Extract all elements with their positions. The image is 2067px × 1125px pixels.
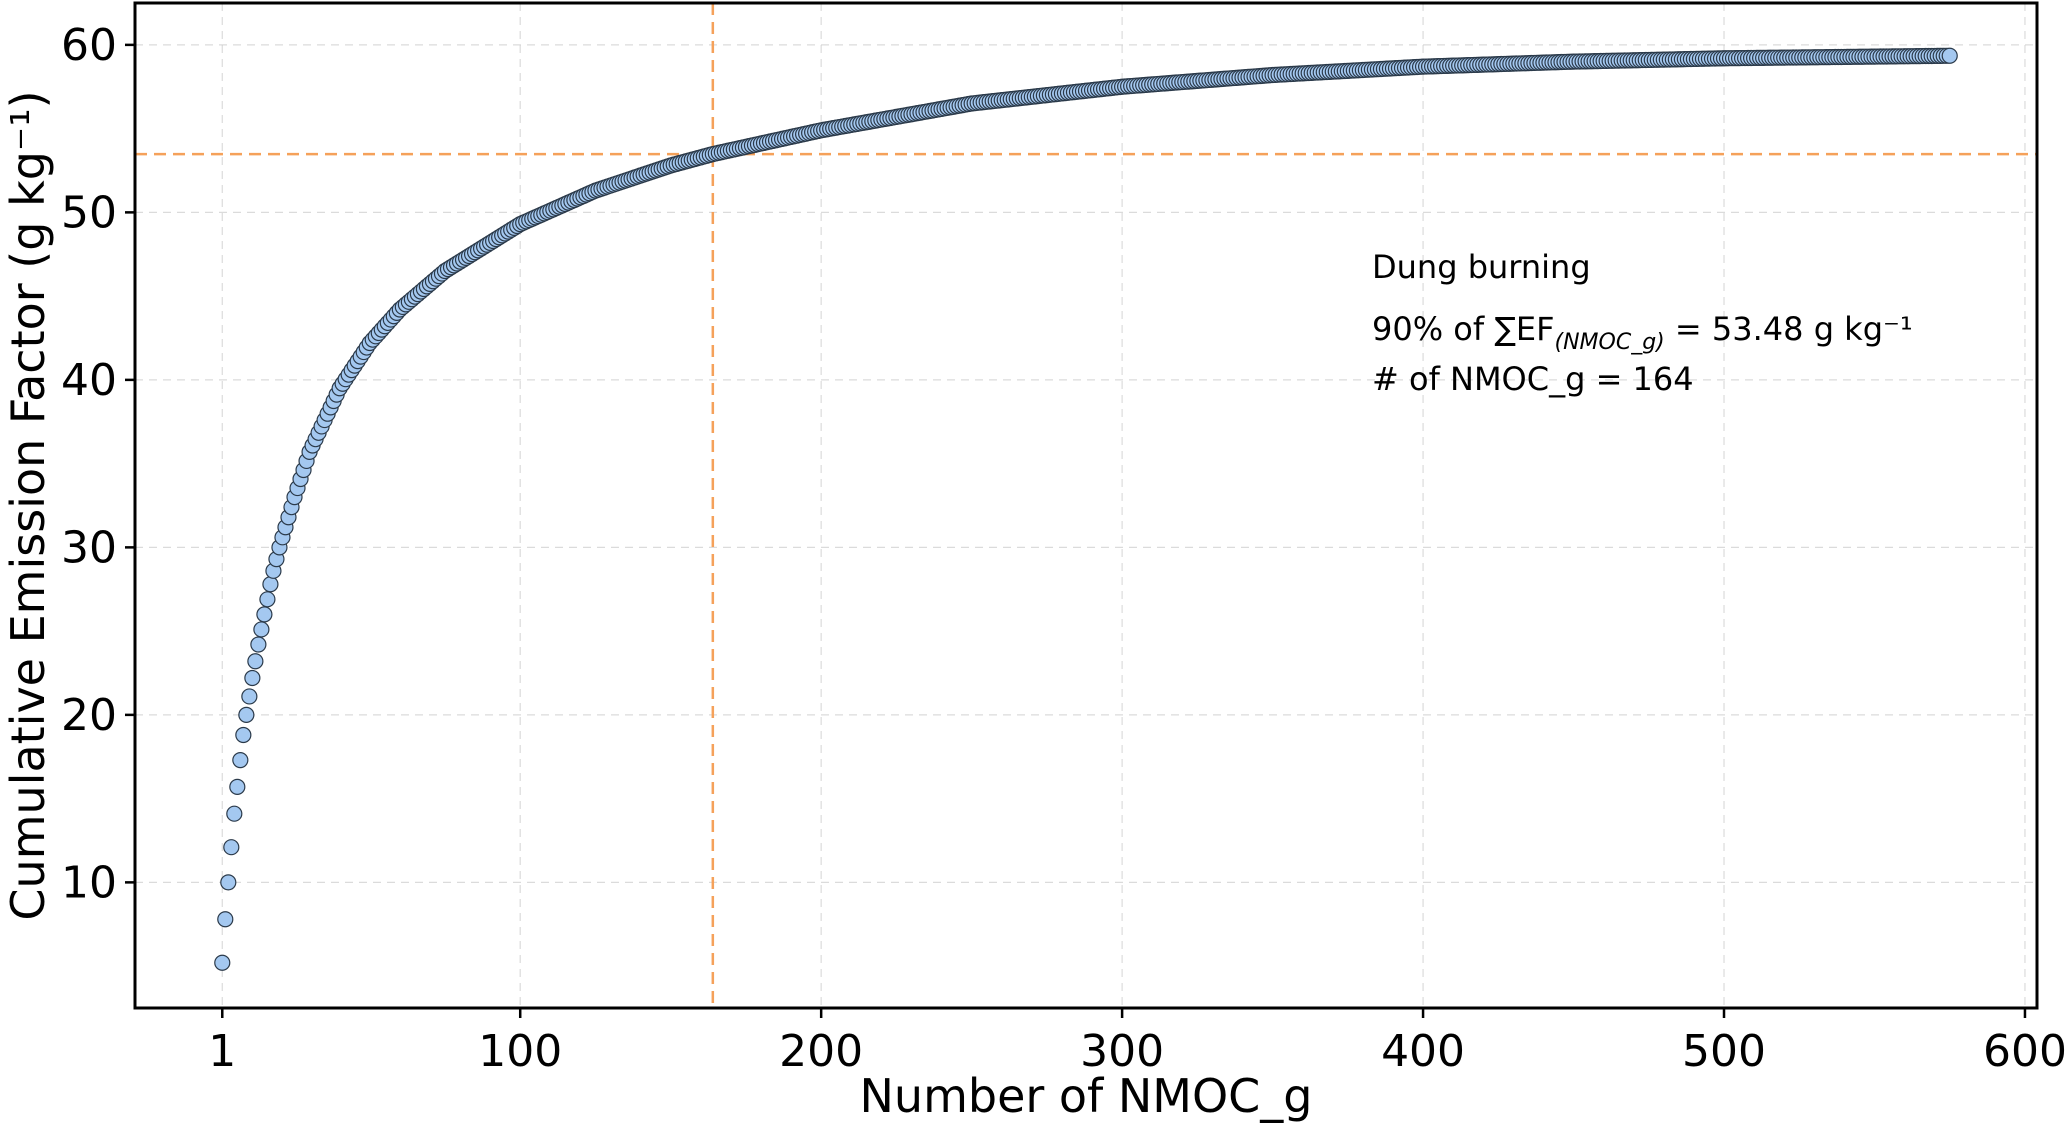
annotation-line-2: 90% of ∑EF(NMOC_g) = 53.48 g kg⁻¹ [1372, 310, 1913, 355]
data-point [232, 751, 249, 769]
annotation-line-3: # of NMOC_g = 164 [1372, 360, 1694, 398]
data-point [217, 911, 234, 928]
data-point [220, 874, 237, 891]
plot-frame [133, 1, 2039, 1010]
data-point [259, 591, 276, 608]
y-tick-label: 30 [61, 522, 117, 573]
x-axis-title: Number of NMOC_g [860, 1069, 1313, 1123]
x-tick-label: 300 [1080, 1026, 1164, 1077]
x-tick-label: 400 [1381, 1026, 1465, 1077]
annotation-sum-value: = 53.48 g kg⁻¹ [1665, 310, 1913, 348]
annotation-subscript: (NMOC_g) [1555, 330, 1665, 355]
data-point [223, 839, 240, 856]
x-tick-label: 100 [478, 1026, 562, 1077]
y-axis-title: Cumulative Emission Factor (g kg⁻¹) [1, 90, 55, 920]
x-tick-label: 200 [779, 1026, 863, 1077]
data-point [1941, 47, 1958, 64]
data-point [238, 706, 255, 723]
data-point [262, 576, 279, 593]
grid [135, 3, 2037, 1008]
x-tick-label: 1 [208, 1026, 236, 1077]
x-axis-ticks: 1 100 200 300 400 500 600 [208, 1008, 2067, 1077]
data-point [244, 669, 261, 687]
annotation-line-1: Dung burning [1372, 248, 1591, 286]
data-point [229, 778, 246, 796]
annotation-sum-prefix: 90% of ∑EF [1372, 310, 1555, 348]
annotation-box: Dung burning 90% of ∑EF(NMOC_g) = 53.48 … [1372, 248, 1913, 398]
reference-lines [135, 3, 2037, 1008]
x-tick-label: 600 [1983, 1026, 2067, 1077]
y-tick-label: 20 [61, 690, 117, 741]
y-tick-label: 60 [61, 20, 117, 71]
x-tick-label: 500 [1682, 1026, 1766, 1077]
data-points [214, 47, 1958, 971]
y-tick-label: 40 [61, 355, 117, 406]
data-point [247, 653, 264, 670]
y-tick-label: 10 [61, 857, 117, 908]
data-point [214, 954, 231, 971]
data-point [250, 636, 267, 653]
y-axis-ticks: 10 20 30 40 50 60 [61, 20, 135, 908]
data-point [256, 606, 273, 623]
data-point [241, 688, 258, 705]
data-point [226, 805, 243, 822]
y-tick-label: 50 [61, 187, 117, 238]
data-point [253, 621, 270, 638]
data-point [235, 726, 252, 744]
